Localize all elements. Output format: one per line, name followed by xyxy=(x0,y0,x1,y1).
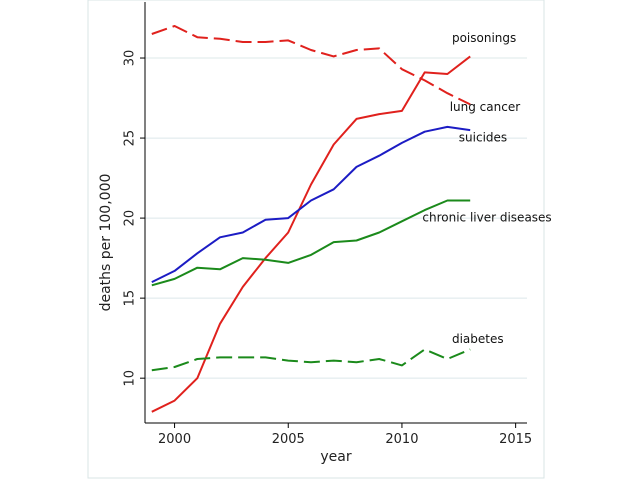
series-lines xyxy=(151,25,471,413)
series-label-chronic-liver-diseases: chronic liver diseases xyxy=(422,210,551,224)
y-axis-title: deaths per 100,000 xyxy=(98,174,114,312)
x-tick-label-2000: 2000 xyxy=(158,432,191,447)
chart-background xyxy=(87,0,545,479)
series-line-diabetes xyxy=(151,348,471,372)
series-line-lung-cancer xyxy=(151,25,471,106)
series-labels: poisonings lung cancer suicides chronic liv… xyxy=(422,31,551,346)
y-axis-ticks: 10 15 20 25 30 xyxy=(123,50,145,387)
y-tick-label-10: 10 xyxy=(123,370,138,387)
series-line-poisonings xyxy=(151,55,471,413)
series-label-poisonings: poisonings xyxy=(452,31,516,45)
x-axis-title: year xyxy=(320,449,351,465)
axes xyxy=(144,2,527,424)
y-tick-label-25: 25 xyxy=(123,130,138,147)
series-label-diabetes: diabetes xyxy=(452,332,504,346)
x-tick-label-2010: 2010 xyxy=(385,432,418,447)
y-tick-label-20: 20 xyxy=(123,210,138,227)
series-label-suicides: suicides xyxy=(459,130,507,144)
series-line-suicides xyxy=(151,125,471,283)
series-label-lung-cancer: lung cancer xyxy=(450,100,521,114)
gridlines xyxy=(145,57,527,379)
y-tick-label-15: 15 xyxy=(123,290,138,307)
x-axis-ticks: 2000 2005 2010 2015 xyxy=(158,423,532,447)
y-tick-label-30: 30 xyxy=(123,50,138,67)
x-tick-label-2005: 2005 xyxy=(272,432,305,447)
series-line-chronic-liver-diseases xyxy=(151,199,471,287)
x-tick-label-2015: 2015 xyxy=(499,432,532,447)
